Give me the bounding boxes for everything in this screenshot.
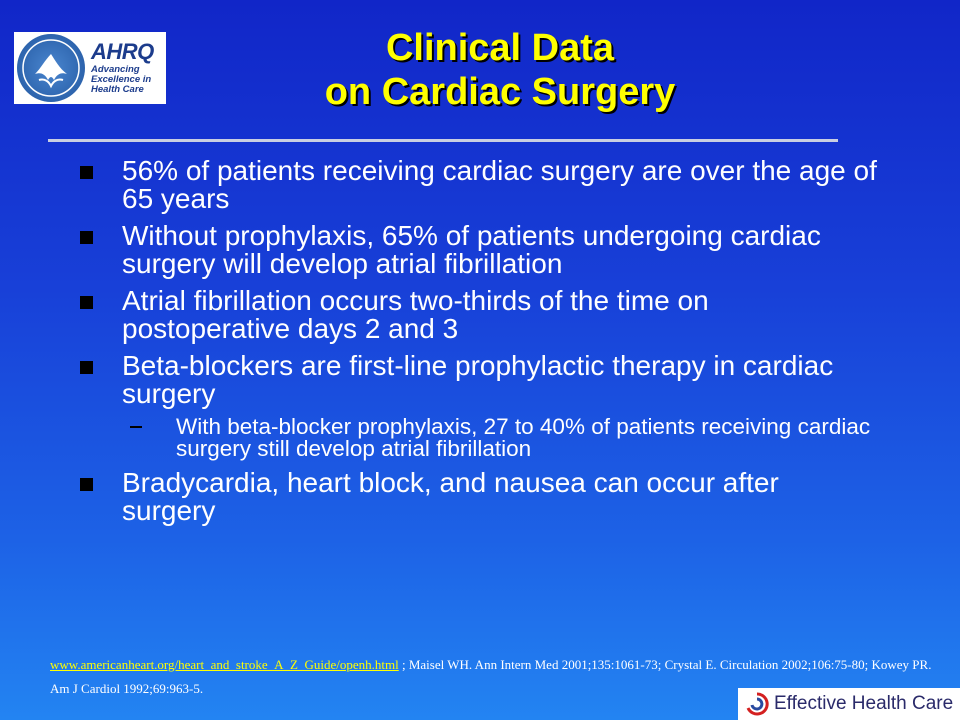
ahrq-wordmark: AHRQ	[91, 39, 154, 65]
dash-bullet-icon	[130, 426, 142, 428]
eagle-icon	[22, 39, 80, 97]
bullet-text: Atrial fibrillation occurs two-thirds of…	[122, 285, 709, 344]
sub-bullet-item: With beta-blocker prophylaxis, 27 to 40%…	[122, 414, 878, 461]
effective-health-care-logo: Effective Health Care	[738, 688, 960, 720]
bullet-text: Bradycardia, heart block, and nausea can…	[122, 467, 779, 526]
bullet-list: 56% of patients receiving cardiac surger…	[78, 150, 878, 525]
square-bullet-icon	[80, 361, 93, 374]
ahrq-tagline-line: Health Care	[91, 83, 144, 95]
bullet-text: 56% of patients receiving cardiac surger…	[122, 155, 877, 214]
swirl-icon	[746, 692, 769, 716]
bullet-text: Beta-blockers are first-line prophylacti…	[122, 350, 834, 409]
slide-title-line: on Cardiac Surgery	[324, 71, 676, 113]
square-bullet-icon	[80, 296, 93, 309]
bullet-item: Beta-blockers are first-line prophylacti…	[78, 352, 878, 460]
slide-title-line: Clinical Data	[385, 27, 615, 69]
hhs-ahrq-logo: AHRQ Advancing Excellence in Health Care	[14, 32, 166, 104]
ahrq-tagline: Advancing Excellence in Health Care	[91, 65, 154, 95]
citation-text: ; Maisel WH. Ann Intern Med 2001;135:106…	[50, 657, 932, 696]
citation: www.americanheart.org/heart_and_stroke_A…	[50, 653, 950, 701]
square-bullet-icon	[80, 478, 93, 491]
bullet-text: Without prophylaxis, 65% of patients und…	[122, 220, 821, 279]
slide-title: Clinical Data on Cardiac Surgery	[180, 26, 820, 114]
title-divider	[48, 139, 838, 142]
hhs-seal-icon	[17, 34, 85, 102]
bullet-item: 56% of patients receiving cardiac surger…	[78, 157, 878, 213]
bullet-item: Atrial fibrillation occurs two-thirds of…	[78, 287, 878, 343]
square-bullet-icon	[80, 231, 93, 244]
citation-link[interactable]: www.americanheart.org/heart_and_stroke_A…	[50, 657, 399, 672]
ahrq-tagline-line: Excellence in	[91, 74, 152, 86]
ahrq-tagline-line: Advancing	[91, 64, 140, 76]
sub-bullet-text: With beta-blocker prophylaxis, 27 to 40%…	[176, 414, 871, 461]
sub-bullet-list: With beta-blocker prophylaxis, 27 to 40%…	[122, 414, 878, 461]
bullet-item: Bradycardia, heart block, and nausea can…	[78, 469, 878, 525]
bullet-item: Without prophylaxis, 65% of patients und…	[78, 222, 878, 278]
effective-health-care-label: Effective Health Care	[774, 693, 954, 714]
square-bullet-icon	[80, 166, 93, 179]
ahrq-logo: AHRQ Advancing Excellence in Health Care	[91, 41, 154, 95]
